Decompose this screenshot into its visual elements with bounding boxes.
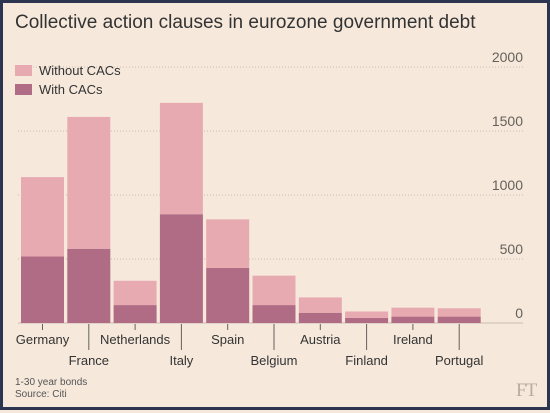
bar-belgium-with-cacs	[252, 305, 296, 323]
x-tick-label-netherlands: Netherlands	[100, 332, 171, 347]
bar-spain-with-cacs	[206, 267, 250, 323]
bar-austria-without-cacs	[298, 297, 342, 313]
y-tick-label-1000: 1000	[492, 177, 523, 193]
bar-italy-with-cacs	[159, 214, 203, 323]
legend-swatch-with-cacs	[15, 83, 32, 95]
x-tick-label-finland: Finland	[345, 353, 388, 368]
bar-austria-with-cacs	[298, 312, 342, 323]
legend-item-without-cacs: Without CACs	[15, 61, 121, 79]
y-tick-label-1500: 1500	[492, 113, 523, 129]
bar-france-without-cacs	[67, 116, 111, 249]
bar-portugal-without-cacs	[437, 308, 481, 317]
x-tick-label-germany: Germany	[16, 332, 70, 347]
footnote-bonds: 1-30 year bonds	[15, 377, 88, 388]
bars	[21, 102, 481, 323]
y-tick-label-0: 0	[515, 305, 523, 321]
bar-portugal-with-cacs	[437, 316, 481, 323]
x-tick-label-italy: Italy	[169, 353, 193, 368]
y-tick-label-500: 500	[500, 241, 524, 257]
footnote-source: Source: Citi	[15, 389, 67, 400]
bar-finland-without-cacs	[345, 311, 389, 318]
bar-ireland-with-cacs	[391, 316, 435, 323]
x-tick-label-portugal: Portugal	[435, 353, 484, 368]
y-tick-labels: 0 500 1000 1500 2000	[492, 49, 523, 321]
x-tick-label-belgium: Belgium	[251, 353, 298, 368]
bar-france-with-cacs	[67, 248, 111, 323]
x-tick-label-spain: Spain	[211, 332, 244, 347]
legend: Without CACs With CACs	[15, 61, 121, 99]
chart-title: Collective action clauses in eurozone go…	[15, 12, 476, 33]
legend-label-with-cacs: With CACs	[39, 81, 103, 97]
x-tick-label-austria: Austria	[300, 332, 341, 347]
x-tick-label-france: France	[69, 353, 109, 368]
footnote: 1-30 year bonds Source: Citi	[15, 377, 87, 401]
legend-item-with-cacs: With CACs	[15, 80, 121, 98]
bar-finland-with-cacs	[345, 317, 389, 323]
bar-italy-without-cacs	[159, 102, 203, 215]
bar-netherlands-with-cacs	[113, 305, 157, 323]
legend-label-without-cacs: Without CACs	[39, 62, 121, 78]
x-tick-labels: Germany France Netherlands Italy Spain Belgiu…	[16, 324, 484, 368]
bar-germany-without-cacs	[21, 177, 64, 257]
chart-svg: 0 500 1000 1500 2000 Germany France Netherland…	[16, 49, 523, 368]
bar-germany-with-cacs	[21, 256, 64, 323]
bar-netherlands-without-cacs	[113, 280, 157, 306]
bar-spain-without-cacs	[206, 219, 250, 268]
y-tick-label-2000: 2000	[492, 49, 523, 65]
bar-belgium-without-cacs	[252, 275, 296, 306]
legend-swatch-without-cacs	[15, 64, 32, 76]
x-tick-label-ireland: Ireland	[393, 332, 433, 347]
bar-ireland-without-cacs	[391, 307, 435, 317]
ft-logo: FT	[516, 380, 537, 401]
